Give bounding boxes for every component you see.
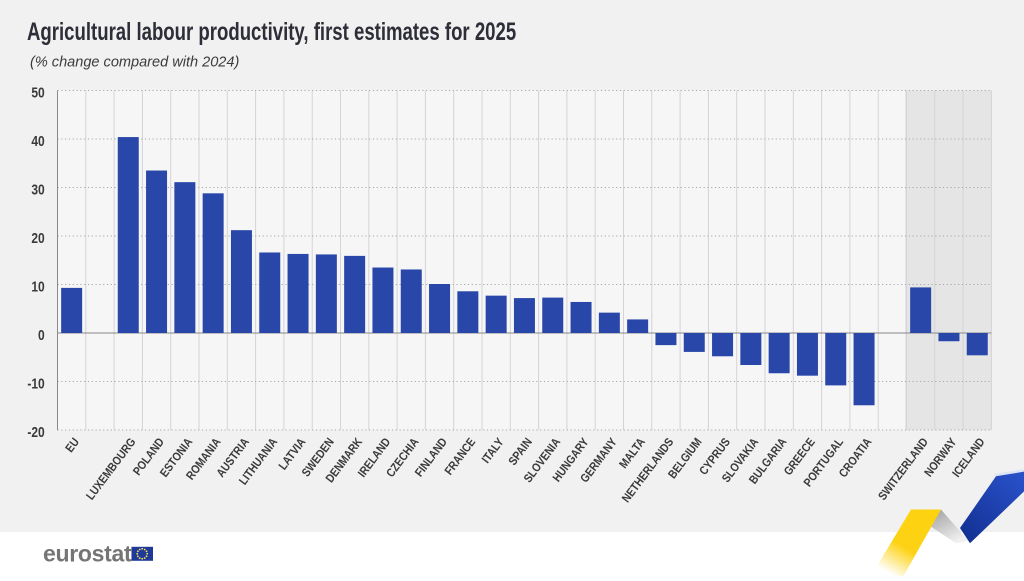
svg-text:30: 30 [31,181,44,198]
svg-text:-20: -20 [27,424,44,441]
svg-text:10: 10 [31,278,44,295]
svg-text:(% change compared with 2024): (% change compared with 2024) [30,54,239,70]
svg-text:-10: -10 [27,375,44,392]
svg-text:40: 40 [31,133,44,150]
svg-text:20: 20 [31,230,44,247]
svg-text:Agricultural labour productivi: Agricultural labour productivity, first … [27,17,516,45]
svg-text:50: 50 [31,84,44,101]
svg-text:eurostat: eurostat [43,541,132,567]
svg-text:0: 0 [38,327,45,344]
